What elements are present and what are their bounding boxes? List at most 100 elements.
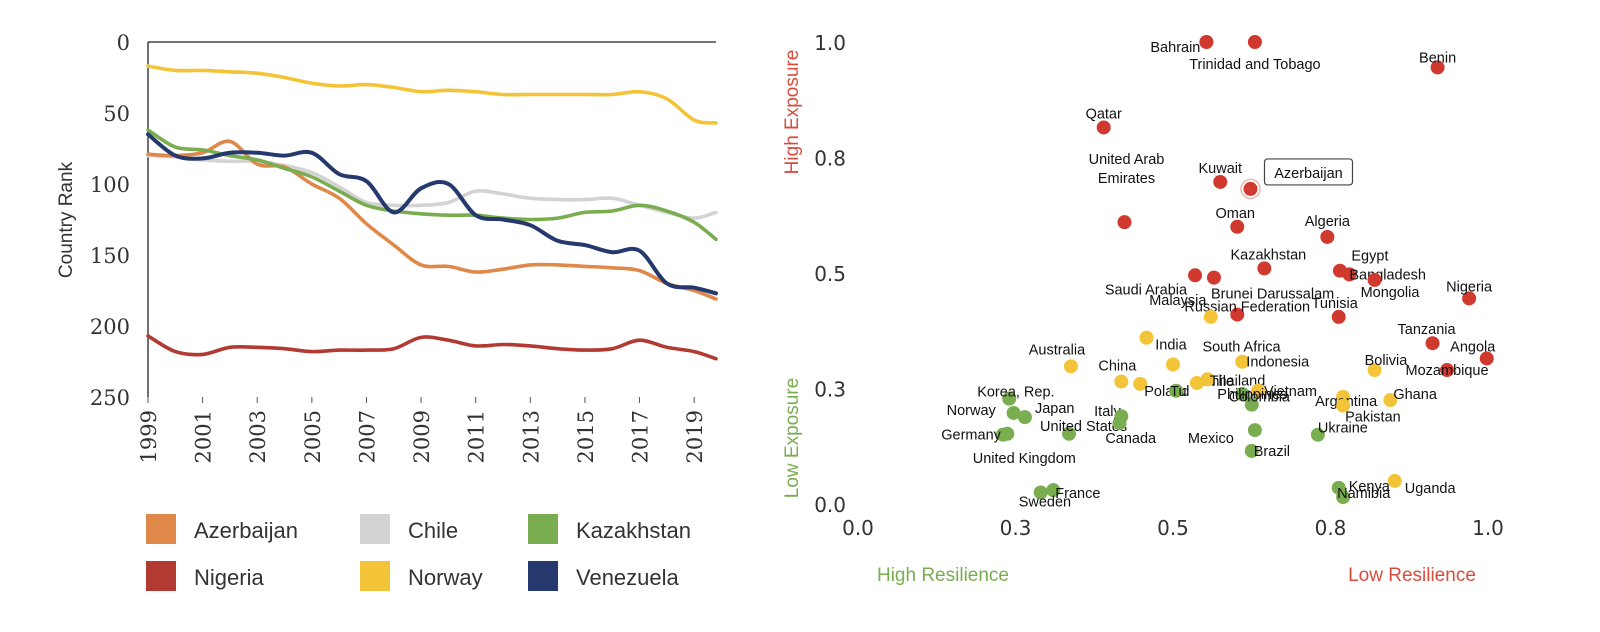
point-marker (1383, 393, 1398, 408)
point-marker (1114, 374, 1129, 389)
legend-swatch (360, 514, 390, 544)
point-label: Tanzania (1398, 322, 1457, 338)
point-qatar: Qatar (1086, 106, 1122, 135)
point-label: South Africa (1202, 340, 1281, 356)
y-tick-label: 1.0 (814, 31, 846, 55)
point-label: Russian Federation (1184, 300, 1310, 316)
point-marker (1336, 398, 1351, 413)
point-marker (1247, 35, 1262, 49)
legend-label: Azerbaijan (194, 518, 298, 543)
point-marker (1063, 359, 1078, 374)
point-japan: Japan (1017, 401, 1074, 425)
point-marker (1243, 181, 1258, 196)
point-marker (1206, 270, 1221, 285)
point-label: Kenya (1349, 479, 1391, 495)
point-label: Mozambique (1406, 363, 1489, 379)
point-label: China (1098, 359, 1137, 375)
point-marker (1479, 351, 1494, 366)
y-tick-label: 100 (90, 173, 130, 197)
point-colombia: Colombia (1229, 390, 1291, 412)
point-label: Bahrain (1150, 40, 1200, 56)
point-united-arab-emirates: United Arab Emirates (1089, 152, 1165, 230)
x-tick-label: 2001 (192, 410, 216, 463)
point-label: Ghana (1393, 387, 1437, 403)
point-namibia: Namibia (1336, 486, 1391, 505)
point-label: Canada (1105, 431, 1157, 447)
point-label: Brazil (1254, 444, 1290, 460)
legend-label: Chile (408, 518, 458, 543)
y-tick-label: 150 (90, 244, 130, 268)
legend-item-kazakhstan: Kazakhstan (528, 514, 691, 544)
point-label: Mexico (1188, 431, 1234, 447)
y-tick-label: 250 (90, 386, 130, 410)
point-germany: Germany (941, 427, 1010, 444)
point-saudi-arabia: Saudi Arabia (1105, 268, 1203, 298)
exposure-resilience-scatter: 0.0 0.3 0.5 0.8 1.0 0.0 0.3 0.5 0.8 1.0 High Expos… (782, 31, 1504, 586)
legend-item-chile: Chile (360, 514, 458, 544)
y-tick-label: 0.8 (814, 147, 846, 171)
point-marker (1257, 261, 1272, 276)
point-marker (1244, 397, 1259, 412)
point-marker (1046, 483, 1061, 498)
point-australia: Australia (1029, 342, 1086, 374)
point-kazakhstan: Kazakhstan (1230, 247, 1306, 276)
point-label: Kazakhstan (1230, 247, 1306, 263)
x-tick-label: 2005 (301, 410, 325, 463)
point-sweden: Sweden (1019, 485, 1071, 510)
point-marker (1114, 409, 1129, 424)
point-marker (1387, 473, 1402, 488)
point-nigeria: Nigeria (1446, 279, 1493, 306)
point-marker (1213, 174, 1228, 189)
point-marker (1235, 387, 1250, 402)
legend-item-nigeria: Nigeria (146, 561, 264, 591)
point-marker (1230, 219, 1245, 234)
point-brazil: Brazil (1244, 443, 1290, 460)
legend-label: Nigeria (194, 565, 264, 590)
point-label: Namibia (1337, 486, 1391, 502)
point-label: Tunisia (1312, 296, 1359, 312)
x-tick-label: 2003 (246, 410, 270, 463)
highlight-box (1263, 158, 1354, 186)
point-tanzania: Tanzania (1398, 322, 1457, 351)
point-marker (1244, 443, 1259, 458)
point-marker (1462, 291, 1477, 306)
point-label: Angola (1450, 339, 1496, 355)
legend-item-norway: Norway (360, 561, 483, 591)
point-label: Algeria (1305, 214, 1351, 230)
point-label: Malaysia (1149, 293, 1207, 309)
point-pakistan: Pakistan (1336, 398, 1401, 426)
point-marker (1133, 376, 1148, 391)
x-tick-label: 0.5 (1157, 516, 1189, 540)
point-kuwait: Kuwait (1198, 161, 1242, 189)
series-line-venezuela (146, 132, 718, 296)
point-label: Korea, Rep. (977, 385, 1054, 401)
highlight-ring (1240, 178, 1261, 200)
point-marker (1331, 309, 1346, 324)
series-line-nigeria (146, 334, 718, 361)
point-south-africa: South Africa (1139, 330, 1282, 356)
legend-swatch (146, 514, 176, 544)
point-label: United Arab Emirates (1089, 152, 1165, 187)
point-label: Trinidad and Tobago (1189, 57, 1320, 73)
point-ukraine: Ukraine (1310, 421, 1368, 442)
point-vietnam: Vietnam (1251, 383, 1317, 400)
x-tick-label: 2011 (465, 410, 489, 463)
legend-item-venezuela: Venezuela (528, 561, 680, 591)
point-label: Philippines (1217, 387, 1287, 403)
point-china: China (1098, 359, 1137, 389)
point-thailand: Thailand (1200, 372, 1265, 389)
point-mongolia: Mongolia (1361, 272, 1420, 301)
point-canada: Canada (1105, 409, 1157, 447)
point-label: Azerbaijan (1274, 166, 1343, 182)
x-tick-label: 2015 (574, 410, 598, 463)
point-marker (1000, 426, 1015, 441)
point-norway: Norway (947, 403, 1021, 420)
series-line-azerbaijan (146, 139, 718, 301)
point-angola: Angola (1450, 339, 1496, 366)
legend-label: Venezuela (576, 565, 680, 590)
point-label: Oman (1216, 206, 1256, 222)
point-marker (1117, 215, 1132, 230)
point-marker (1430, 60, 1445, 75)
point-marker (1251, 383, 1266, 398)
